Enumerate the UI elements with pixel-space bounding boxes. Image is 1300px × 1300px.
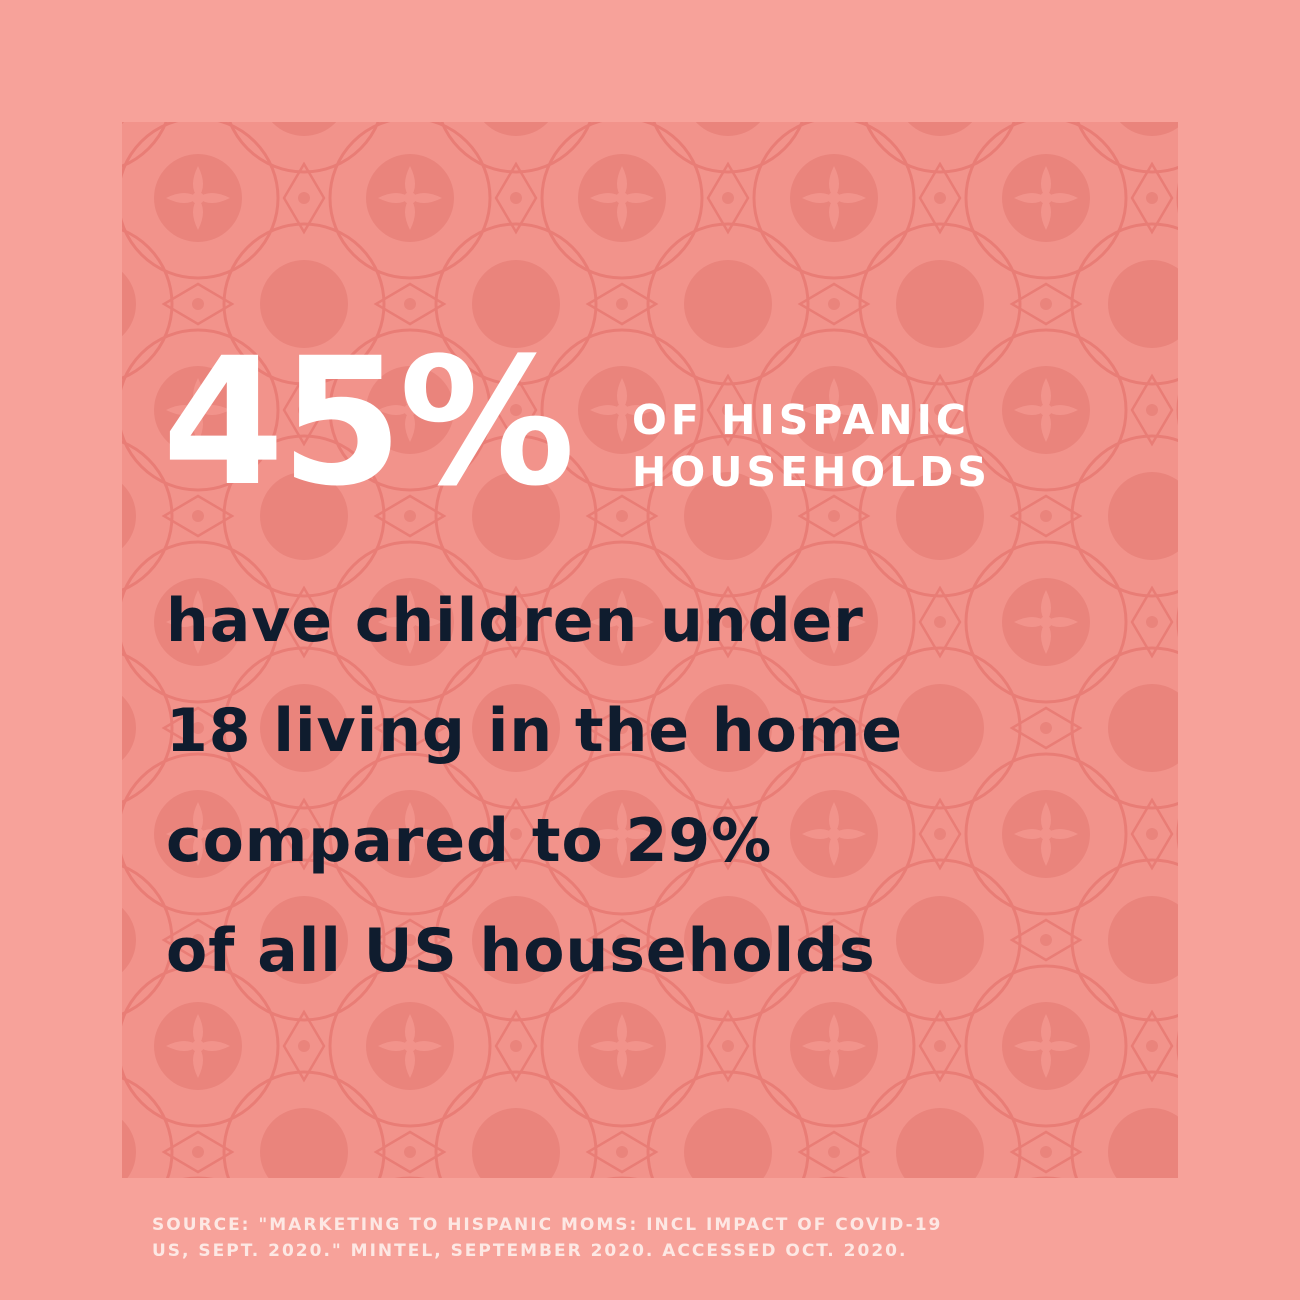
- body-line-4: of all US households: [166, 916, 876, 986]
- stat-label: OF HISPANIC HOUSEHOLDS: [632, 394, 991, 498]
- body-line-2: 18 living in the home: [166, 696, 904, 766]
- body-statement: have children under 18 living in the hom…: [166, 566, 1146, 1006]
- headline-stat: 45% OF HISPANIC HOUSEHOLDS: [162, 328, 1162, 518]
- tile-pattern-panel: [122, 122, 1178, 1178]
- stat-label-line-2: HOUSEHOLDS: [632, 448, 991, 496]
- source-line-2: US, SEPT. 2020." MINTEL, SEPTEMBER 2020.…: [152, 1241, 908, 1261]
- tile-pattern-background: [122, 122, 1178, 1178]
- source-citation: SOURCE: "MARKETING TO HISPANIC MOMS: INC…: [152, 1212, 1162, 1264]
- body-line-1: have children under: [166, 586, 864, 656]
- body-line-3: compared to 29%: [166, 806, 773, 876]
- stat-value: 45%: [162, 320, 575, 525]
- source-line-1: SOURCE: "MARKETING TO HISPANIC MOMS: INC…: [152, 1215, 943, 1235]
- stat-label-line-1: OF HISPANIC: [632, 396, 970, 444]
